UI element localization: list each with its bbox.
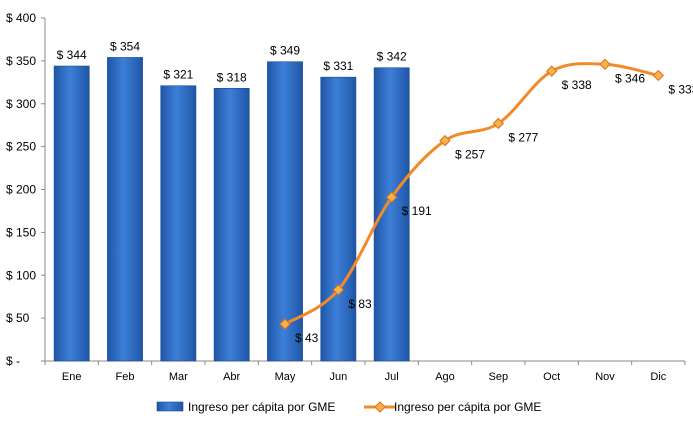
line-marker bbox=[332, 284, 345, 296]
line-data-label: $ 338 bbox=[562, 78, 592, 92]
line-marker bbox=[492, 117, 505, 130]
data-labels: $ 344 $ 354 $ 321 $ 318 $ 349 $ 331 $ 342 $ 43 $… bbox=[57, 39, 693, 345]
bar-data-label: $ 318 bbox=[217, 70, 247, 84]
line-data-label: $ 43 bbox=[295, 331, 319, 345]
line-data-label: $ 191 bbox=[402, 204, 432, 218]
bar-data-label: $ 349 bbox=[270, 44, 300, 58]
y-tick-label: $ 350 bbox=[6, 54, 36, 68]
x-tick-label: Ago bbox=[435, 371, 455, 383]
line-data-label: $ 277 bbox=[508, 130, 538, 144]
bar bbox=[267, 61, 303, 362]
line-marker bbox=[652, 69, 665, 82]
x-tick-label: Feb bbox=[116, 371, 135, 383]
bar bbox=[160, 85, 197, 362]
x-tick-label: May bbox=[275, 371, 296, 383]
x-tick-label: Jun bbox=[329, 371, 347, 383]
x-tick-label: Abr bbox=[223, 371, 240, 383]
bar-data-label: $ 354 bbox=[110, 39, 140, 53]
y-tick-label: $ 200 bbox=[6, 183, 36, 197]
legend-bar-swatch bbox=[156, 401, 184, 412]
y-tick-label: $ 300 bbox=[6, 97, 36, 111]
line-data-label: $ 333 bbox=[668, 82, 693, 96]
bar bbox=[213, 88, 250, 362]
line-marker bbox=[279, 318, 291, 330]
bar bbox=[320, 76, 357, 362]
y-tick-label: $ 150 bbox=[6, 225, 36, 239]
x-tick-label: Sep bbox=[489, 371, 509, 383]
x-tick-label: Oct bbox=[543, 371, 560, 383]
bar-data-label: $ 331 bbox=[323, 59, 353, 73]
line-data-label: $ 257 bbox=[455, 148, 485, 162]
legend-line-marker bbox=[374, 401, 386, 413]
y-tick-label: $ 250 bbox=[6, 140, 36, 154]
bar bbox=[53, 65, 90, 362]
x-tick-label: Jul bbox=[385, 371, 399, 383]
line-marker bbox=[439, 134, 451, 147]
bar bbox=[107, 57, 143, 362]
line-marker bbox=[545, 65, 558, 77]
y-tick-label: $ - bbox=[6, 354, 20, 368]
x-tick-label: Dic bbox=[650, 371, 666, 383]
x-tick-label: Mar bbox=[169, 371, 188, 383]
line-data-label: $ 83 bbox=[348, 297, 372, 311]
line-series bbox=[279, 58, 665, 330]
y-tick-label: $ 50 bbox=[6, 311, 30, 325]
line-marker bbox=[599, 58, 611, 71]
bar-data-label: $ 321 bbox=[163, 68, 193, 82]
y-axis: $ - $ 50 $ 100 $ 150 $ 200 $ 250 $ 300 $ 350 $ 4… bbox=[6, 11, 46, 368]
line-path bbox=[284, 62, 659, 326]
x-axis: Ene Feb Mar Abr May Jun Jul Ago Sep Oct Nov Dic bbox=[44, 360, 686, 383]
legend-label: Ingreso per cápita por GME bbox=[394, 400, 541, 414]
line-data-label: $ 346 bbox=[615, 71, 645, 85]
bar-data-label: $ 342 bbox=[377, 50, 407, 64]
x-tick-label: Nov bbox=[595, 371, 615, 383]
bar-series bbox=[53, 57, 410, 362]
x-tick-label: Ene bbox=[62, 371, 82, 383]
legend: Ingreso per cápita por GME Ingreso per cá… bbox=[156, 400, 541, 414]
legend-label: Ingreso per cápita por GME bbox=[188, 400, 335, 414]
bar-data-label: $ 344 bbox=[57, 48, 87, 62]
y-tick-label: $ 400 bbox=[6, 11, 36, 25]
line-marker bbox=[385, 191, 398, 203]
y-tick-label: $ 100 bbox=[6, 268, 36, 282]
